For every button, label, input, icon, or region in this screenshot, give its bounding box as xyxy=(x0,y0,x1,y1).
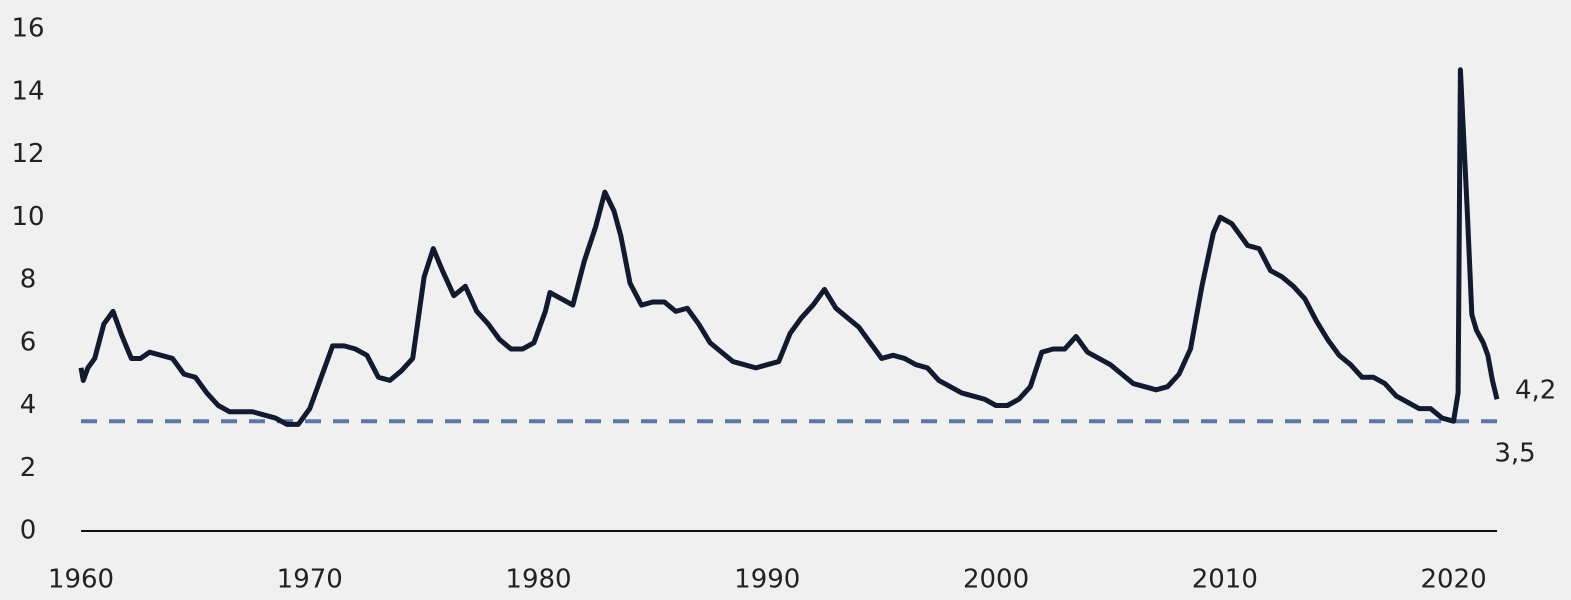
y-tick-label: 8 xyxy=(20,265,37,295)
y-tick-label: 14 xyxy=(11,76,44,106)
y-tick-label: 10 xyxy=(11,202,44,232)
x-tick-label: 2020 xyxy=(1420,565,1486,595)
x-tick-label: 1970 xyxy=(277,565,343,595)
y-tick-label: 12 xyxy=(11,139,44,169)
data-line xyxy=(78,67,1500,427)
x-tick-label: 1990 xyxy=(734,565,800,595)
y-tick-label: 16 xyxy=(11,14,44,44)
x-tick-label: 1960 xyxy=(48,565,114,595)
reference-label: 3,5 xyxy=(1494,439,1535,469)
x-tick-label: 1980 xyxy=(505,565,571,595)
y-tick-label: 0 xyxy=(20,516,37,546)
x-tick-label: 2010 xyxy=(1192,565,1258,595)
y-tick-label: 4 xyxy=(20,390,37,420)
end-label: 4,2 xyxy=(1515,376,1556,406)
y-tick-label: 2 xyxy=(20,453,37,483)
x-tick-label: 2000 xyxy=(963,565,1029,595)
y-tick-label: 6 xyxy=(20,327,37,357)
